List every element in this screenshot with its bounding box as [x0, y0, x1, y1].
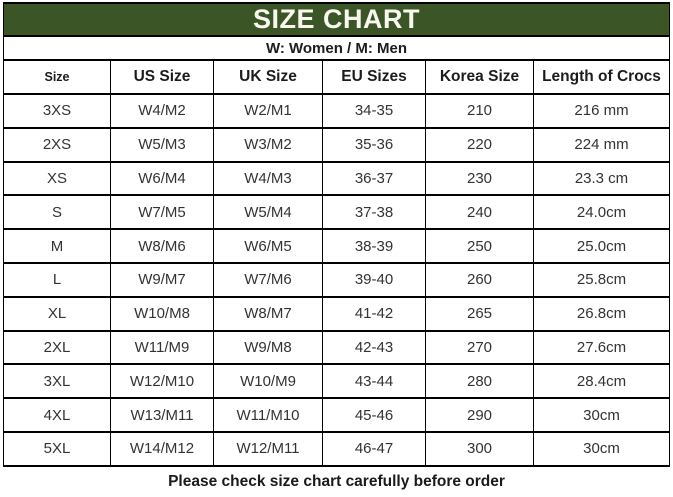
cell-uk-size: W6/M5 [213, 228, 323, 264]
cell-us-size: W11/M9 [110, 329, 214, 366]
cell-length: 30cm [533, 397, 670, 433]
cell-eu-sizes: 41-42 [322, 295, 426, 332]
cell-eu-sizes: 42-43 [322, 329, 426, 366]
table-row: 4XL W13/M11 W11/M10 45-46 290 30cm [3, 397, 670, 433]
table-row: M W8/M6 W6/M5 38-39 250 25.0cm [3, 228, 670, 264]
cell-eu-sizes: 35-36 [322, 126, 426, 163]
cell-length: 30cm [533, 430, 670, 467]
cell-size: L [3, 261, 111, 298]
column-header-us-size: US Size [110, 59, 214, 95]
cell-korea-size: 280 [425, 363, 534, 400]
cell-uk-size: W7/M6 [213, 261, 323, 298]
column-header-eu-sizes: EU Sizes [322, 59, 426, 95]
table-row: S W7/M5 W5/M4 37-38 240 24.0cm [3, 194, 670, 231]
footer-note: Please check size chart carefully before… [168, 472, 505, 490]
cell-length: 24.0cm [533, 194, 670, 231]
cell-us-size: W13/M11 [110, 397, 214, 433]
cell-size: S [3, 194, 111, 231]
table-row: L W9/M7 W7/M6 39-40 260 25.8cm [3, 261, 670, 298]
cell-size: M [3, 228, 111, 264]
cell-eu-sizes: 39-40 [322, 261, 426, 298]
cell-uk-size: W12/M11 [213, 430, 323, 467]
cell-length: 25.8cm [533, 261, 670, 298]
cell-eu-sizes: 38-39 [322, 228, 426, 264]
cell-us-size: W12/M10 [110, 363, 214, 400]
cell-eu-sizes: 43-44 [322, 363, 426, 400]
cell-length: 26.8cm [533, 295, 670, 332]
cell-uk-size: W3/M2 [213, 126, 323, 163]
cell-size: XS [3, 160, 111, 197]
cell-eu-sizes: 37-38 [322, 194, 426, 231]
cell-us-size: W8/M6 [110, 228, 214, 264]
legend-subtitle: W: Women / M: Men [3, 35, 670, 61]
cell-us-size: W4/M2 [110, 93, 214, 129]
table-row: 2XS W5/M3 W3/M2 35-36 220 224 mm [3, 126, 670, 163]
cell-uk-size: W2/M1 [213, 93, 323, 129]
table-row: 3XS W4/M2 W2/M1 34-35 210 216 mm [3, 93, 670, 129]
cell-length: 224 mm [533, 126, 670, 163]
cell-korea-size: 250 [425, 228, 534, 264]
cell-length: 28.4cm [533, 363, 670, 400]
table-row: XS W6/M4 W4/M3 36-37 230 23.3 cm [3, 160, 670, 197]
cell-korea-size: 270 [425, 329, 534, 366]
column-header-uk-size: UK Size [213, 59, 323, 95]
cell-us-size: W6/M4 [110, 160, 214, 197]
cell-korea-size: 220 [425, 126, 534, 163]
cell-length: 23.3 cm [533, 160, 670, 197]
cell-uk-size: W9/M8 [213, 329, 323, 366]
cell-uk-size: W8/M7 [213, 295, 323, 332]
cell-uk-size: W4/M3 [213, 160, 323, 197]
cell-size: XL [3, 295, 111, 332]
chart-title: SIZE CHART [3, 2, 670, 37]
cell-uk-size: W5/M4 [213, 194, 323, 231]
column-header-korea-size: Korea Size [425, 59, 534, 95]
cell-korea-size: 240 [425, 194, 534, 231]
cell-us-size: W7/M5 [110, 194, 214, 231]
column-header-length: Length of Crocs [533, 59, 670, 95]
cell-korea-size: 230 [425, 160, 534, 197]
column-header-size: Size [3, 59, 111, 95]
cell-korea-size: 210 [425, 93, 534, 129]
table-row: 5XL W14/M12 W12/M11 46-47 300 30cm [3, 430, 670, 467]
cell-korea-size: 260 [425, 261, 534, 298]
cell-korea-size: 290 [425, 397, 534, 433]
cell-uk-size: W11/M10 [213, 397, 323, 433]
title-row: SIZE CHART [3, 2, 670, 37]
cell-size: 2XS [3, 126, 111, 163]
table-row: 3XL W12/M10 W10/M9 43-44 280 28.4cm [3, 363, 670, 400]
cell-length: 216 mm [533, 93, 670, 129]
cell-korea-size: 300 [425, 430, 534, 467]
cell-uk-size: W10/M9 [213, 363, 323, 400]
cell-size: 3XS [3, 93, 111, 129]
cell-length: 25.0cm [533, 228, 670, 264]
cell-size: 3XL [3, 363, 111, 400]
cell-us-size: W14/M12 [110, 430, 214, 467]
subtitle-row: W: Women / M: Men [3, 35, 670, 61]
table-row: 2XL W11/M9 W9/M8 42-43 270 27.6cm [3, 329, 670, 366]
cell-size: 5XL [3, 430, 111, 467]
cell-length: 27.6cm [533, 329, 670, 366]
cell-eu-sizes: 36-37 [322, 160, 426, 197]
table-row: XL W10/M8 W8/M7 41-42 265 26.8cm [3, 295, 670, 332]
cell-size: 4XL [3, 397, 111, 433]
cell-us-size: W10/M8 [110, 295, 214, 332]
cell-size: 2XL [3, 329, 111, 366]
size-chart-table: SIZE CHART W: Women / M: Men Size US Siz… [3, 2, 670, 467]
cell-eu-sizes: 34-35 [322, 93, 426, 129]
cell-us-size: W9/M7 [110, 261, 214, 298]
cell-eu-sizes: 45-46 [322, 397, 426, 433]
cell-eu-sizes: 46-47 [322, 430, 426, 467]
cell-us-size: W5/M3 [110, 126, 214, 163]
cell-korea-size: 265 [425, 295, 534, 332]
column-header-row: Size US Size UK Size EU Sizes Korea Size… [3, 59, 670, 95]
